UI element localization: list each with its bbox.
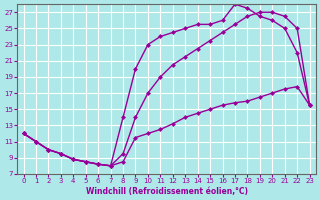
X-axis label: Windchill (Refroidissement éolien,°C): Windchill (Refroidissement éolien,°C) xyxy=(85,187,248,196)
